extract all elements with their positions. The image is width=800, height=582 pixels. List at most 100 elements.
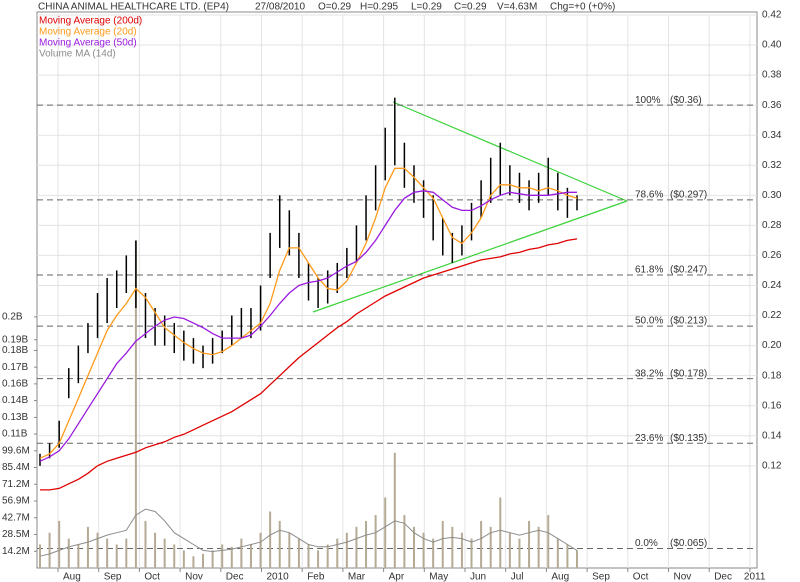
y2-tick-label: 42.7M <box>2 512 30 523</box>
volume-bar <box>499 497 502 568</box>
volume-bar <box>259 532 262 568</box>
x-tick-label: Jun <box>470 572 486 582</box>
volume-bar <box>154 532 157 568</box>
y2-tick-label: 0.11B <box>2 429 28 440</box>
y2-tick-label: 0.13B <box>2 412 28 423</box>
volume-bar <box>202 553 205 568</box>
volume-bar <box>480 520 483 568</box>
legend-entry: Volume MA (14d) <box>39 49 116 60</box>
x-tick-label: Aug <box>63 572 81 582</box>
volume-bar <box>125 538 128 568</box>
x-tick-label: Jul <box>511 572 524 582</box>
volume-bar <box>403 515 406 568</box>
x-tick-label: Apr <box>389 572 405 582</box>
volume-bar <box>518 538 521 568</box>
trend-line <box>312 200 628 313</box>
volume-bar <box>86 526 89 568</box>
volume-bar <box>307 544 310 568</box>
fib-price: ($0.065) <box>670 538 707 549</box>
quote-field: C=0.29 <box>454 2 487 13</box>
y-tick-label: 0.16 <box>762 400 782 411</box>
y-tick-label: 0.30 <box>762 190 782 201</box>
x-tick-label: Nov <box>674 572 692 582</box>
volume-bar <box>134 240 137 569</box>
fib-price: ($0.247) <box>670 265 707 276</box>
volume-bar <box>365 520 368 568</box>
volume-bar <box>508 532 511 568</box>
quote-field: Chg=+0 (+0%) <box>550 2 615 13</box>
volume-bar <box>451 526 454 568</box>
x-tick-label: 2011 <box>744 572 766 582</box>
y2-tick-label: 0.17B <box>2 362 28 373</box>
volume-bar <box>576 550 578 568</box>
x-tick-label: Oct <box>144 572 160 582</box>
volume-bar <box>336 538 339 568</box>
volume-bar <box>345 532 348 568</box>
series-line <box>39 167 578 459</box>
volume-bar <box>528 520 531 568</box>
y2-tick-label: 0.18B <box>2 345 28 356</box>
y-tick-label: 0.32 <box>762 160 782 171</box>
x-tick-label: Nov <box>185 572 203 582</box>
volume-bar <box>67 538 70 568</box>
y2-tick-label: 14.2M <box>2 546 30 557</box>
x-tick-label: Dec <box>714 572 732 582</box>
y2-tick-label: 99.6M <box>2 445 30 456</box>
trend-line <box>392 101 628 202</box>
volume-bar <box>77 544 80 568</box>
fib-price: ($0.297) <box>670 189 707 200</box>
quote-field: L=0.29 <box>411 2 442 13</box>
fib-level: 50.0% <box>635 316 663 327</box>
volume-bar <box>96 532 99 568</box>
y-tick-label: 0.22 <box>762 310 782 321</box>
volume-bar <box>470 538 473 568</box>
x-tick-label: Aug <box>551 572 569 582</box>
y2-tick-label: 0.2B <box>2 312 23 323</box>
y2-tick-label: 85.4M <box>2 462 30 473</box>
volume-bar <box>355 526 358 568</box>
volume-bar <box>441 520 444 568</box>
y-tick-label: 0.36 <box>762 100 782 111</box>
volume-bar <box>432 538 435 568</box>
fib-level: 100% <box>635 95 661 106</box>
volume-bar <box>566 544 569 568</box>
quote-field: O=0.29 <box>318 2 352 13</box>
legend-entry: Moving Average (20d) <box>39 27 137 38</box>
fib-level: 78.6% <box>635 189 663 200</box>
y2-tick-label: 56.9M <box>2 496 30 507</box>
volume-bar <box>460 532 463 568</box>
y-tick-label: 0.20 <box>762 340 782 351</box>
volume-bar <box>39 544 41 568</box>
fib-price: ($0.213) <box>670 316 707 327</box>
y2-tick-label: 0.14B <box>2 395 28 406</box>
x-tick-label: Oct <box>633 572 649 582</box>
volume-bar <box>374 515 377 568</box>
volume-bar <box>537 526 540 568</box>
volume-bar <box>317 550 320 568</box>
volume-bar <box>489 526 492 568</box>
volume-bar <box>182 550 185 568</box>
series-line <box>39 508 578 557</box>
legend-entry: Moving Average (50d) <box>39 38 137 49</box>
quote-field: H=0.295 <box>360 2 399 13</box>
y-tick-label: 0.18 <box>762 370 782 381</box>
y2-tick-label: 0.19B <box>2 334 28 345</box>
quote-field: V=4.63M <box>497 2 537 13</box>
x-tick-label: Sep <box>592 572 610 582</box>
volume-bar <box>48 532 51 568</box>
y2-tick-label: 28.5M <box>2 529 30 540</box>
x-tick-label: May <box>429 572 448 582</box>
volume-bar <box>278 520 281 568</box>
y-tick-label: 0.26 <box>762 250 782 261</box>
volume-bar <box>115 544 118 568</box>
x-tick-label: Dec <box>226 572 244 582</box>
legend-entry: Moving Average (200d) <box>39 16 142 27</box>
volume-bar <box>221 544 224 568</box>
x-tick-label: Sep <box>104 572 122 582</box>
volume-bar <box>192 556 195 568</box>
y2-tick-label: 0.16B <box>2 379 28 390</box>
quote-field: 27/08/2010 <box>255 2 305 13</box>
volume-bar <box>556 538 559 568</box>
fib-level: 38.2% <box>635 368 663 379</box>
